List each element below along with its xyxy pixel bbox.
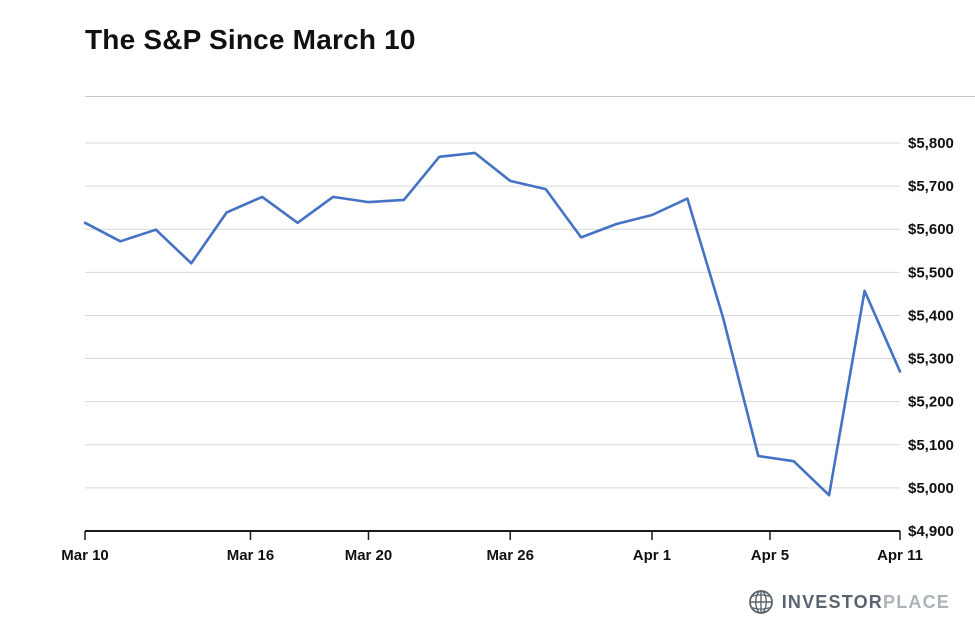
y-tick-label: $5,500 [908, 264, 954, 281]
x-tick-label: Apr 5 [751, 547, 789, 564]
y-tick-label: $5,800 [908, 135, 954, 152]
y-tick-label: $5,400 [908, 307, 954, 324]
y-tick-label: $5,300 [908, 351, 954, 368]
x-tick-label: Mar 20 [345, 547, 393, 564]
logo-text-place: PLACE [882, 591, 950, 612]
sp500-price-line [83, 151, 902, 497]
y-tick-label: $5,200 [908, 394, 954, 411]
logo-text-investor: INVESTOR [781, 591, 883, 612]
investorplace-logo: INVESTORPLACE [748, 589, 950, 615]
chart-title: The S&P Since March 10 [85, 24, 416, 55]
y-tick-label: $5,000 [908, 480, 954, 497]
globe-icon [748, 589, 774, 615]
title-separator [85, 96, 975, 97]
x-tick-label: Apr 11 [877, 547, 923, 564]
y-tick-label: $5,600 [908, 221, 954, 238]
y-tick-label: $5,700 [908, 178, 954, 195]
x-tick-label: Mar 10 [61, 547, 109, 564]
logo-text: INVESTORPLACE [782, 592, 950, 613]
y-tick-label: $4,900 [908, 523, 954, 540]
x-tick-label: Mar 16 [227, 547, 275, 564]
x-tick-label: Mar 26 [486, 547, 534, 564]
x-tick-label: Apr 1 [633, 547, 671, 564]
y-tick-label: $5,100 [908, 437, 954, 454]
